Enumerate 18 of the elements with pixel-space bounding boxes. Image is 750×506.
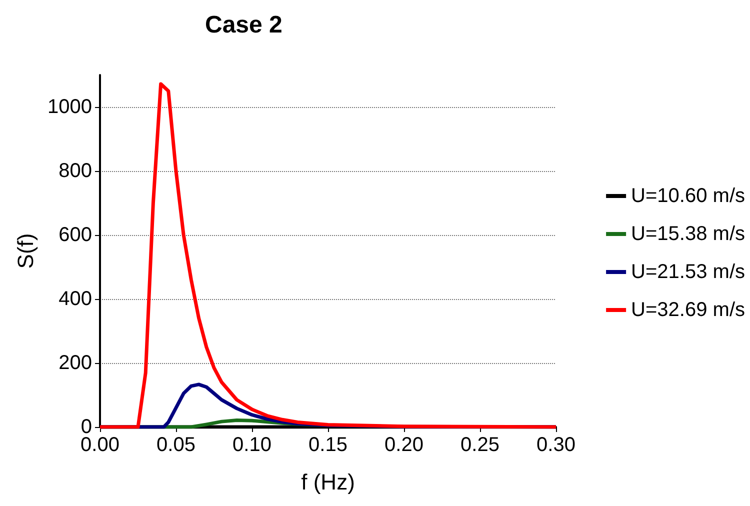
y-tick-label: 800 bbox=[58, 160, 92, 182]
y-tick-label: 200 bbox=[58, 352, 92, 374]
x-tick-label: 0.15 bbox=[308, 434, 348, 456]
x-tick-label: 0.05 bbox=[156, 434, 196, 456]
legend-label: U=10.60 m/s bbox=[631, 185, 746, 207]
x-tick-label: 0.30 bbox=[536, 434, 576, 456]
chart-title: Case 2 bbox=[205, 12, 282, 38]
y-tick-label: 400 bbox=[58, 288, 92, 310]
legend-label: U=15.38 m/s bbox=[631, 223, 746, 245]
x-tick-label: 0.25 bbox=[460, 434, 500, 456]
y-tick-label: 1000 bbox=[48, 96, 92, 118]
x-tick-label: 0.20 bbox=[384, 434, 424, 456]
y-axis-title: S(f) bbox=[13, 233, 38, 269]
legend-label: U=21.53 m/s bbox=[631, 261, 746, 283]
y-tick-label: 600 bbox=[58, 224, 92, 246]
x-tick-label: 0.10 bbox=[232, 434, 272, 456]
legend-label: U=32.69 m/s bbox=[631, 299, 746, 321]
x-axis-title: f (Hz) bbox=[301, 470, 355, 494]
